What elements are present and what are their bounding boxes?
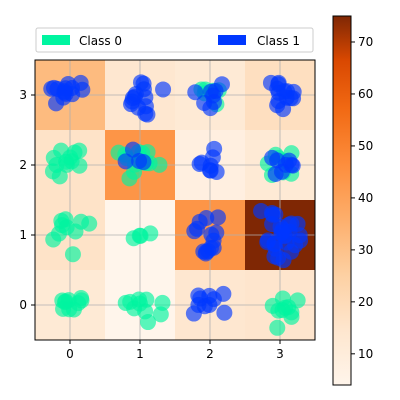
point-class-0 — [270, 302, 287, 319]
point-class-1 — [202, 100, 219, 117]
y-tick-label: 1 — [19, 228, 27, 242]
point-class-0 — [65, 301, 82, 318]
point-class-1 — [264, 206, 281, 223]
x-tick-label: 3 — [276, 347, 284, 361]
point-class-1 — [201, 162, 218, 179]
colorbar-tick-label: 40 — [358, 191, 373, 205]
y-tick-label: 2 — [19, 158, 27, 172]
y-tick-label: 0 — [19, 298, 27, 312]
point-class-0 — [289, 292, 306, 309]
point-class-1 — [206, 140, 223, 157]
point-class-1 — [127, 85, 144, 102]
point-class-0 — [58, 153, 75, 170]
point-class-1 — [195, 243, 212, 260]
point-class-0 — [154, 294, 171, 311]
colorbar-ticks: 10 20 30 40 50 60 70 — [351, 35, 373, 361]
x-tick-label: 2 — [206, 347, 214, 361]
point-class-1 — [283, 243, 300, 260]
point-class-0 — [64, 246, 81, 263]
point-class-0 — [142, 225, 159, 242]
point-class-0 — [67, 223, 84, 240]
colorbar-tick-label: 70 — [358, 35, 373, 49]
point-class-1 — [276, 83, 293, 100]
x-axis-ticks: 0 1 2 3 — [66, 340, 284, 361]
colorbar-tick-label: 10 — [358, 347, 373, 361]
point-class-1 — [216, 304, 233, 321]
colorbar: 10 20 30 40 50 60 70 — [332, 15, 373, 386]
point-class-0 — [54, 217, 71, 234]
point-class-1 — [155, 81, 172, 98]
point-class-1 — [117, 153, 134, 170]
point-class-0 — [130, 291, 147, 308]
point-class-1 — [283, 156, 300, 173]
legend-swatch-class-1 — [218, 35, 246, 45]
point-class-1 — [291, 227, 308, 244]
x-tick-label: 0 — [66, 347, 74, 361]
point-class-0 — [269, 319, 286, 336]
point-class-0 — [283, 304, 300, 321]
point-class-0 — [125, 230, 142, 247]
colorbar-gradient — [332, 15, 352, 386]
point-class-1 — [269, 152, 286, 169]
plot-frame — [34, 59, 316, 341]
legend-label-class-1: Class 1 — [257, 34, 300, 48]
y-tick-label: 3 — [19, 88, 27, 102]
legend-swatch-class-0 — [42, 35, 70, 45]
point-class-0 — [81, 215, 98, 232]
scatter-points — [43, 74, 309, 336]
point-class-0 — [45, 231, 62, 248]
point-class-1 — [283, 215, 300, 232]
point-class-1 — [196, 298, 213, 315]
x-tick-label: 1 — [136, 347, 144, 361]
y-axis-ticks: 0 1 2 3 — [19, 88, 35, 312]
point-class-1 — [56, 83, 73, 100]
point-class-1 — [198, 209, 215, 226]
point-class-1 — [202, 83, 219, 100]
point-class-1 — [275, 101, 292, 118]
legend: Class 0 Class 1 — [35, 27, 314, 53]
colorbar-tick-label: 20 — [358, 295, 373, 309]
colorbar-tick-label: 30 — [358, 243, 373, 257]
point-class-1 — [208, 224, 225, 241]
legend-label-class-0: Class 0 — [79, 34, 122, 48]
point-class-1 — [267, 240, 284, 257]
colorbar-tick-label: 60 — [358, 87, 373, 101]
point-class-1 — [187, 84, 204, 101]
legend-frame — [35, 27, 314, 53]
point-class-1 — [43, 80, 60, 97]
point-class-1 — [209, 209, 226, 226]
colorbar-tick-label: 50 — [358, 139, 373, 153]
point-class-1 — [131, 152, 148, 169]
